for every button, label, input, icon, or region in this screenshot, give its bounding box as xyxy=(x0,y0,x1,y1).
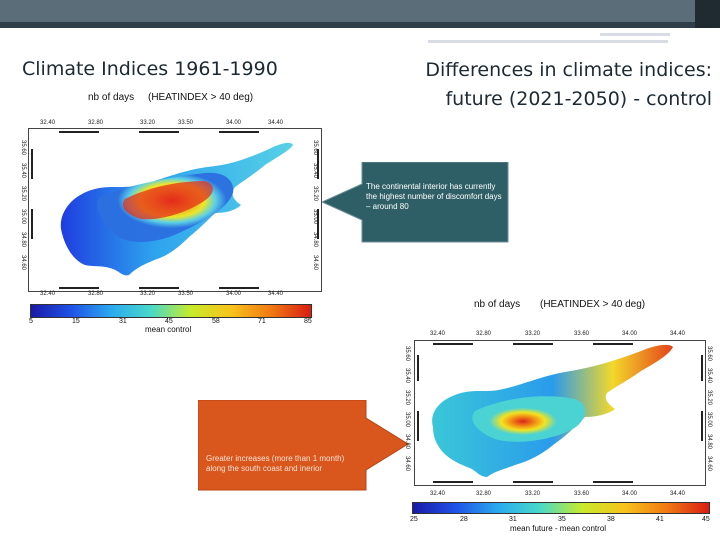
right-side-tick: 35.20 xyxy=(706,390,712,406)
right-bottom-tick: 32.80 xyxy=(476,491,492,497)
heat-core-shape xyxy=(122,181,213,220)
left-top-tick: 32.80 xyxy=(88,120,104,126)
left-top-tick: 32.40 xyxy=(40,120,56,126)
left-top-tick: 33.50 xyxy=(178,120,194,126)
right-side-tick: 34.80 xyxy=(706,434,712,450)
right-top-tick: 33.60 xyxy=(574,331,590,337)
right-colorbar-tick: 38 xyxy=(607,516,615,523)
right-colorbar xyxy=(412,502,710,514)
right-side-tick: 35.40 xyxy=(706,368,712,384)
right-side-tick: 34.80 xyxy=(312,232,318,248)
right-side-tick: 34.60 xyxy=(312,255,318,271)
right-title-line-1: Differences in climate indices: xyxy=(425,59,712,81)
right-top-tick: 32.40 xyxy=(430,331,446,337)
right-side-tick: 35.00 xyxy=(312,209,318,225)
right-title: Differences in climate indices: future (… xyxy=(392,56,712,114)
left-map-panel xyxy=(28,128,322,292)
header-edge-block xyxy=(695,0,720,28)
left-bottom-tick: 33.20 xyxy=(140,291,156,297)
left-top-tick: 34.00 xyxy=(226,120,242,126)
header-decoration-line xyxy=(600,33,670,36)
header-decoration-line xyxy=(428,40,668,43)
right-side-tick: 35.40 xyxy=(312,163,318,179)
left-colorbar-tick: 5 xyxy=(29,318,33,325)
left-colorbar-tick: 58 xyxy=(212,318,220,325)
left-map-figure xyxy=(31,131,319,289)
header-bar xyxy=(0,0,720,22)
right-colorbar-title: mean future - mean control xyxy=(510,524,607,533)
right-top-tick: 34.00 xyxy=(622,331,638,337)
right-map-caption-label: nb of days xyxy=(474,299,521,310)
axis-bars xyxy=(417,343,703,483)
header-accent-bar xyxy=(0,22,720,28)
left-side-tick: 34.60 xyxy=(404,456,410,472)
left-map-caption-label: nb of days xyxy=(88,92,135,103)
left-bottom-tick: 32.40 xyxy=(40,291,56,297)
right-map-caption-condition: (HEATINDEX > 40 deg) xyxy=(540,299,646,310)
left-map-caption-condition: (HEATINDEX > 40 deg) xyxy=(148,92,254,103)
right-bottom-tick: 34.40 xyxy=(670,491,686,497)
right-top-tick: 33.20 xyxy=(525,331,541,337)
right-map-panel xyxy=(414,340,706,486)
right-side-tick: 35.20 xyxy=(312,186,318,202)
left-side-tick: 35.40 xyxy=(404,368,410,384)
callout-continental-text: The continental interior has currently t… xyxy=(366,182,502,211)
callout-increases-shape xyxy=(198,400,409,491)
right-bottom-tick: 33.20 xyxy=(525,491,541,497)
callout-increases-text: Greater increases (more than 1 month) al… xyxy=(206,454,345,473)
left-side-tick: 34.60 xyxy=(20,255,26,271)
increase-hotspot-shape xyxy=(472,396,586,442)
right-side-tick: 34.60 xyxy=(706,456,712,472)
right-side-tick: 35.60 xyxy=(706,346,712,362)
right-colorbar-tick: 31 xyxy=(509,516,517,523)
left-colorbar-tick: 15 xyxy=(72,318,80,325)
left-colorbar-title: mean control xyxy=(145,325,192,334)
right-colorbar-tick: 25 xyxy=(410,516,418,523)
left-side-tick: 35.60 xyxy=(404,346,410,362)
left-bottom-tick: 34.40 xyxy=(268,291,284,297)
right-bottom-tick: 33.60 xyxy=(574,491,590,497)
left-title: Climate Indices 1961-1990 xyxy=(22,58,278,80)
right-top-tick: 32.80 xyxy=(476,331,492,337)
right-bottom-tick: 34.00 xyxy=(622,491,638,497)
right-side-tick: 35.60 xyxy=(312,140,318,156)
right-colorbar-tick: 45 xyxy=(702,516,710,523)
right-map-figure xyxy=(417,343,703,483)
left-colorbar-tick: 71 xyxy=(258,318,266,325)
right-colorbar-tick: 35 xyxy=(558,516,566,523)
left-side-tick: 35.00 xyxy=(20,209,26,225)
left-bottom-tick: 32.80 xyxy=(88,291,104,297)
left-bottom-tick: 34.00 xyxy=(226,291,242,297)
axis-bars xyxy=(31,131,319,289)
left-side-tick: 35.00 xyxy=(404,412,410,428)
right-bottom-tick: 32.40 xyxy=(430,491,446,497)
left-colorbar-tick: 45 xyxy=(165,318,173,325)
right-colorbar-tick: 28 xyxy=(460,516,468,523)
right-top-tick: 34.40 xyxy=(670,331,686,337)
callout-continental-shape xyxy=(322,162,509,243)
left-colorbar-tick: 85 xyxy=(304,318,312,325)
right-side-tick: 35.00 xyxy=(706,412,712,428)
left-side-tick: 35.20 xyxy=(20,186,26,202)
left-top-tick: 33.20 xyxy=(140,120,156,126)
left-colorbar xyxy=(30,304,312,318)
left-side-tick: 35.20 xyxy=(404,390,410,406)
left-side-tick: 34.80 xyxy=(20,232,26,248)
left-side-tick: 35.60 xyxy=(20,140,26,156)
right-colorbar-tick: 41 xyxy=(656,516,664,523)
left-colorbar-tick: 31 xyxy=(119,318,127,325)
right-title-line-2: future (2021-2050) - control xyxy=(445,88,712,110)
left-side-tick: 35.40 xyxy=(20,163,26,179)
left-side-tick: 34.80 xyxy=(404,434,410,450)
left-top-tick: 34.40 xyxy=(268,120,284,126)
left-bottom-tick: 33.50 xyxy=(178,291,194,297)
